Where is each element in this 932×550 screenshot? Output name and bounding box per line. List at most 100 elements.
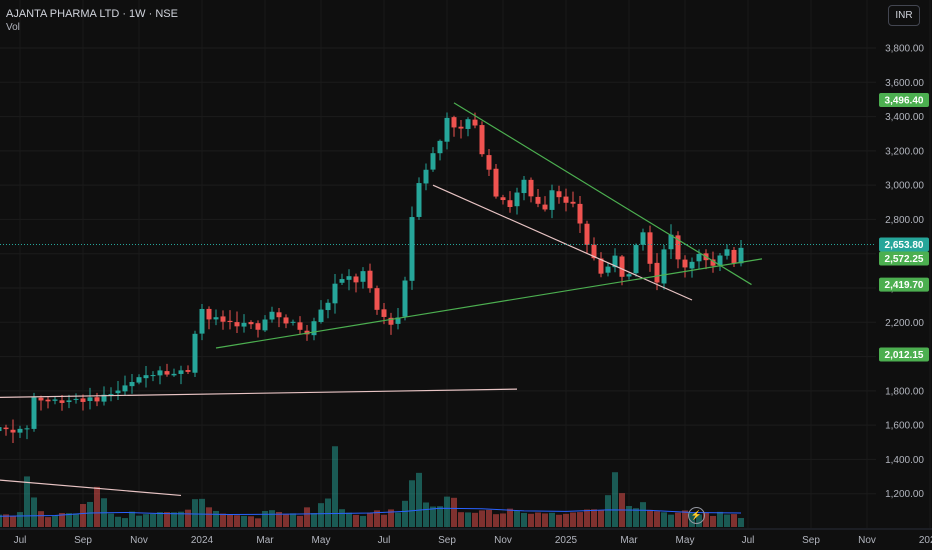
volume-bar	[17, 512, 23, 527]
volume-bar	[605, 495, 611, 527]
candle	[696, 253, 702, 262]
candle	[199, 308, 205, 334]
volume-bar	[227, 514, 233, 527]
time-axis[interactable]: Jul Sep Nov 2024 Mar May Jul Sep Nov 2025 Mar May Ju…	[0, 528, 932, 546]
candle	[549, 190, 555, 210]
volume-bar	[514, 510, 520, 527]
volume-bar	[591, 509, 597, 527]
y-tick-label: 1,600.00	[885, 421, 924, 432]
candle	[563, 196, 569, 203]
volume-bar	[283, 514, 289, 527]
y-tick-label: 3,400.00	[885, 112, 924, 123]
candle	[360, 271, 366, 282]
candle	[255, 323, 261, 330]
volume-bar	[654, 511, 660, 527]
volume-bar	[710, 515, 716, 527]
volume-bar	[73, 513, 79, 527]
candle	[542, 204, 548, 210]
volume-bar	[52, 515, 58, 527]
volume-bar	[542, 513, 548, 527]
volume-bar	[409, 480, 415, 527]
candle	[346, 276, 352, 280]
volume-bar	[507, 508, 513, 527]
candle	[353, 276, 359, 283]
flat-line	[0, 388, 518, 398]
candle	[500, 197, 506, 201]
symbol-title[interactable]: AJANTA PHARMA LTD · 1W · NSE	[6, 8, 178, 20]
candle	[682, 259, 688, 268]
candle	[332, 283, 338, 304]
price-axis[interactable]: 1,200.001,400.001,600.001,800.002,000.00…	[885, 44, 924, 501]
x-tick-label: Nov	[130, 535, 148, 546]
volume-bar	[738, 518, 744, 527]
candle	[290, 321, 296, 323]
volume-bar	[325, 498, 331, 527]
price-label-box	[879, 93, 929, 108]
candle	[388, 317, 394, 325]
volume-bar	[332, 446, 338, 527]
volume-bar	[59, 513, 65, 527]
candle	[220, 316, 226, 322]
candle	[297, 322, 303, 330]
volume-bar	[381, 514, 387, 527]
candle	[647, 232, 653, 264]
volume-bar	[647, 509, 653, 527]
candle	[45, 399, 51, 402]
trendlines[interactable]	[0, 102, 763, 497]
x-tick-label: Jul	[14, 535, 27, 546]
candle	[80, 398, 86, 402]
candle	[416, 183, 422, 217]
candle	[108, 394, 114, 396]
volume-bar	[612, 472, 618, 527]
candle	[479, 125, 485, 155]
candle	[717, 255, 723, 266]
candle	[521, 179, 527, 194]
candle	[206, 308, 212, 320]
volume-bar	[262, 511, 268, 527]
candle	[598, 258, 604, 274]
candle	[626, 274, 632, 277]
candle	[73, 398, 79, 400]
candle	[136, 377, 142, 383]
candle	[402, 280, 408, 317]
volume-bar	[682, 510, 688, 527]
price-label-box	[879, 347, 929, 362]
volume-bar	[661, 512, 667, 527]
candle	[535, 196, 541, 204]
volume-bar	[549, 512, 555, 527]
volume-bar	[178, 511, 184, 527]
candle	[493, 168, 499, 197]
candle	[591, 244, 597, 259]
volume-bar	[115, 516, 121, 527]
price-label-box	[879, 251, 929, 266]
candle	[668, 234, 674, 250]
lightning-icon[interactable]: ⚡	[688, 507, 705, 524]
price-label-box	[879, 237, 929, 252]
y-tick-label: 1,800.00	[885, 386, 924, 397]
volume-bar	[185, 509, 191, 527]
volume-bar	[626, 506, 632, 527]
candle	[381, 309, 387, 317]
volume-bar	[192, 499, 198, 527]
volume-bar	[472, 512, 478, 527]
volume-bar	[577, 512, 583, 527]
volume-bar	[451, 497, 457, 527]
volume-bar	[346, 512, 352, 527]
candle	[640, 232, 646, 245]
x-tick-label: Mar	[256, 535, 274, 546]
volume-bar	[724, 514, 730, 527]
candle	[689, 261, 695, 269]
currency-button[interactable]: INR	[888, 5, 920, 26]
x-tick-label: 2025	[555, 535, 578, 546]
x-tick-label: Jul	[378, 535, 391, 546]
x-tick-label: 2024	[191, 535, 214, 546]
candle	[444, 117, 450, 142]
volume-bar	[556, 514, 562, 527]
volume-bar	[528, 513, 534, 527]
volume-bar	[234, 515, 240, 527]
candle	[584, 223, 590, 245]
y-tick-label: 3,800.00	[885, 44, 924, 55]
candle	[409, 217, 415, 281]
candle	[10, 429, 16, 433]
